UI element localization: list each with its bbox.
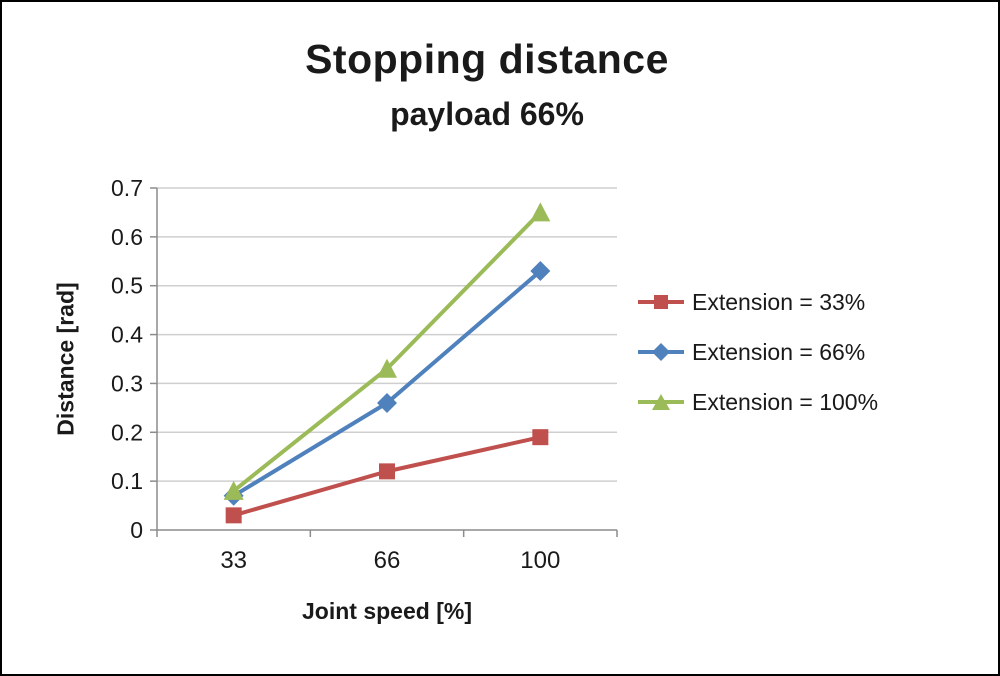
legend-label: Extension = 33% — [692, 288, 866, 315]
y-tick-label: 0.4 — [111, 322, 143, 348]
x-axis-title: Joint speed [%] — [302, 598, 472, 624]
legend: Extension = 33% Extension = 66% Extensio… — [638, 285, 878, 435]
x-tick-label: 100 — [520, 547, 560, 574]
x-tick-label: 66 — [374, 547, 401, 574]
y-tick-label: 0 — [130, 517, 143, 543]
y-tick-label: 0.1 — [111, 468, 143, 494]
y-tick-label: 0.3 — [111, 370, 143, 396]
triangle-marker-icon — [638, 394, 684, 410]
y-tick-label: 0.7 — [111, 175, 143, 201]
chart-title: Stopping distance — [305, 36, 669, 82]
legend-item: Extension = 100% — [638, 385, 878, 419]
legend-item: Extension = 66% — [638, 335, 878, 369]
y-axis-title: Distance [rad] — [52, 282, 79, 436]
chart-subtitle: payload 66% — [390, 96, 584, 132]
y-tick-label: 0.5 — [111, 273, 143, 299]
legend-label: Extension = 100% — [692, 388, 879, 415]
square-marker-icon — [638, 295, 684, 309]
y-tick-label: 0.2 — [111, 419, 143, 445]
diamond-marker-icon — [638, 343, 684, 361]
x-tick-label: 33 — [220, 547, 247, 574]
legend-item: Extension = 33% — [638, 285, 878, 319]
legend-label: Extension = 66% — [692, 338, 866, 365]
y-tick-label: 0.6 — [111, 224, 143, 250]
